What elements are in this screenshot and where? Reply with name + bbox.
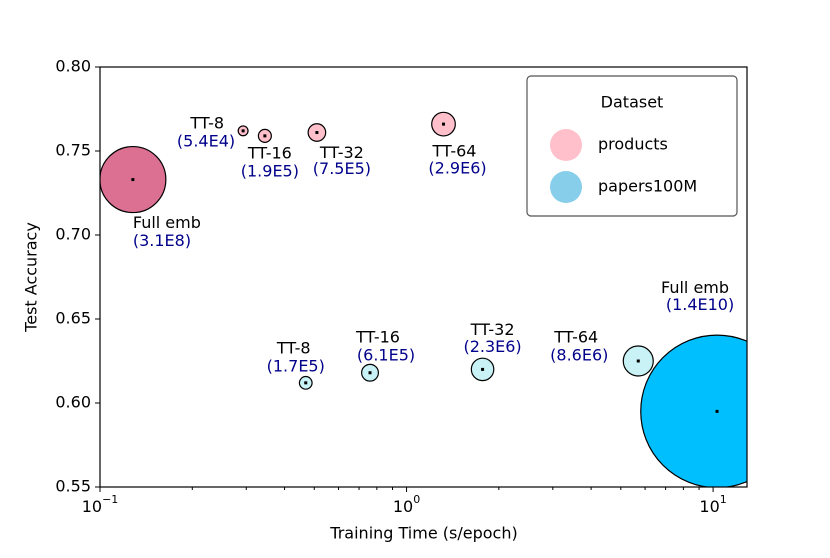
bubble-center [131,178,135,182]
size-label: (1.7E5) [267,356,325,375]
legend-marker [550,129,582,161]
point-label: Full emb [133,213,201,232]
bubble-center [442,122,446,126]
point-label: TT-16 [247,143,292,162]
y-tick-label: 0.70 [55,225,91,244]
bubble-center [315,131,319,135]
point-label: TT-64 [432,142,477,161]
size-label: (8.6E6) [550,346,608,365]
bubble-center [304,381,308,385]
y-tick-label: 0.80 [55,57,91,76]
bubble-center [241,129,245,133]
size-label: (2.3E6) [463,337,521,356]
x-tick-label: 10−1 [82,493,119,516]
point-label: TT-32 [319,143,364,162]
bubble-center [263,134,267,138]
y-axis-label: Test Accuracy [22,222,41,333]
size-label: (2.9E6) [428,159,486,178]
point-label: TT-64 [553,328,598,347]
bubble-center [481,367,485,371]
x-tick-label: 101 [699,493,726,516]
size-label: (5.4E4) [177,131,235,150]
size-label: (1.4E10) [666,295,734,314]
size-label: (1.9E5) [241,161,299,180]
size-label: (3.1E8) [133,231,191,250]
point-label: TT-16 [355,327,400,346]
bubble-center [715,409,719,413]
point-label: TT-32 [470,320,515,339]
size-label: (7.5E5) [313,159,371,178]
legend-marker [550,171,582,203]
y-tick-label: 0.60 [55,393,91,412]
point-label: TT-8 [189,113,224,132]
plot-area [100,111,747,487]
bubble [640,334,747,487]
y-tick-label: 0.55 [55,477,91,496]
size-label: (6.1E5) [357,345,415,364]
plot-frame [99,66,748,488]
legend: Dataset products papers100M [526,75,738,217]
y-tick-label: 0.75 [55,141,91,160]
y-tick-label: 0.65 [55,309,91,328]
point-label: TT-8 [276,338,311,357]
x-axis-label: Training Time (s/epoch) [329,524,517,543]
legend-label: papers100M [598,177,697,196]
legend-title: Dataset [601,93,664,112]
point-label: Full emb [661,278,729,297]
legend-label: products [598,135,668,154]
x-tick-label: 100 [393,493,420,516]
bubble-center [368,371,372,375]
bubble-center [636,359,640,363]
